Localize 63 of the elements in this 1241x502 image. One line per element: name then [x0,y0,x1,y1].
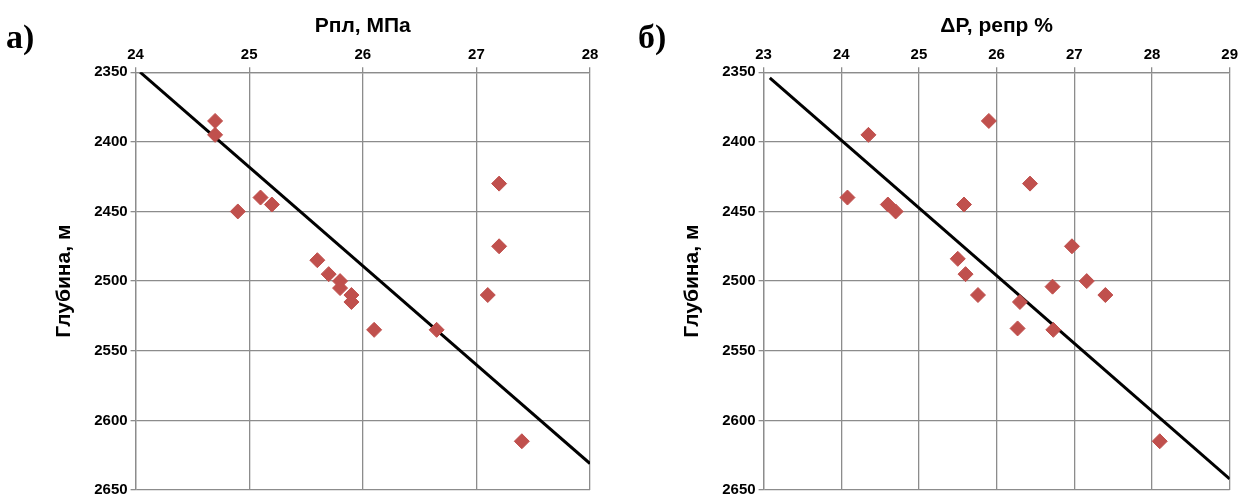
point [949,250,966,267]
y-tick-label: 2400 [94,131,128,149]
point [955,196,972,213]
x-tick-label: 26 [354,45,372,63]
point [887,203,904,220]
point [1151,433,1168,450]
x-tick-label: 24 [832,45,851,63]
x-axis-title: Рпл, МПа [314,13,412,37]
point [879,196,896,213]
point [1097,287,1114,304]
point [207,126,224,143]
point [320,266,337,283]
y-axis-title: Глубина, м [51,224,75,338]
y-axis-title: Глубина, м [679,224,703,338]
point [1044,278,1061,295]
point [491,238,508,255]
y-tick-label: 2600 [722,410,756,428]
x-tick-label: 26 [988,45,1005,63]
point [513,433,530,450]
y-tick-label: 2500 [94,271,128,289]
point [969,287,986,304]
point [1022,175,1039,192]
x-tick-label: 29 [1221,45,1238,63]
x-tick-label: 25 [240,45,258,63]
text: б) [638,17,667,56]
point [207,112,224,129]
text: а) [6,17,35,56]
x-tick-label: 27 [1065,45,1083,63]
y-tick-label: 2350 [722,62,756,80]
y-tick-label: 2600 [94,410,128,428]
point [1009,320,1026,337]
x-tick-label: 23 [755,45,772,63]
point [860,126,877,143]
y-tick-label: 2350 [94,62,128,80]
y-tick-label: 2650 [722,480,756,498]
x-tick-label: 28 [1143,45,1161,63]
point [252,189,269,206]
x-tick-label: 28 [581,45,599,63]
point [980,112,997,129]
y-tick-label: 2550 [94,340,128,358]
y-tick-label: 2450 [94,201,128,219]
y-tick-label: 2450 [722,201,756,219]
y-tick-label: 2650 [94,480,128,498]
y-tick-label: 2400 [722,131,756,149]
x-tick-label: 25 [910,45,928,63]
point [263,196,280,213]
x-tick-label: 27 [468,45,485,63]
point [839,189,856,206]
point [1011,293,1028,310]
point [957,266,974,283]
point [309,252,326,269]
point [366,321,383,338]
point [491,175,508,192]
point [1078,273,1095,290]
y-tick-label: 2550 [722,340,756,358]
point [1045,321,1062,338]
point [229,203,246,220]
point [479,287,496,304]
x-tick-label: 24 [127,45,145,63]
point [428,321,445,338]
x-axis-title: ΔP, репр % [940,13,1054,37]
point [1063,238,1080,255]
y-tick-label: 2500 [722,271,756,289]
